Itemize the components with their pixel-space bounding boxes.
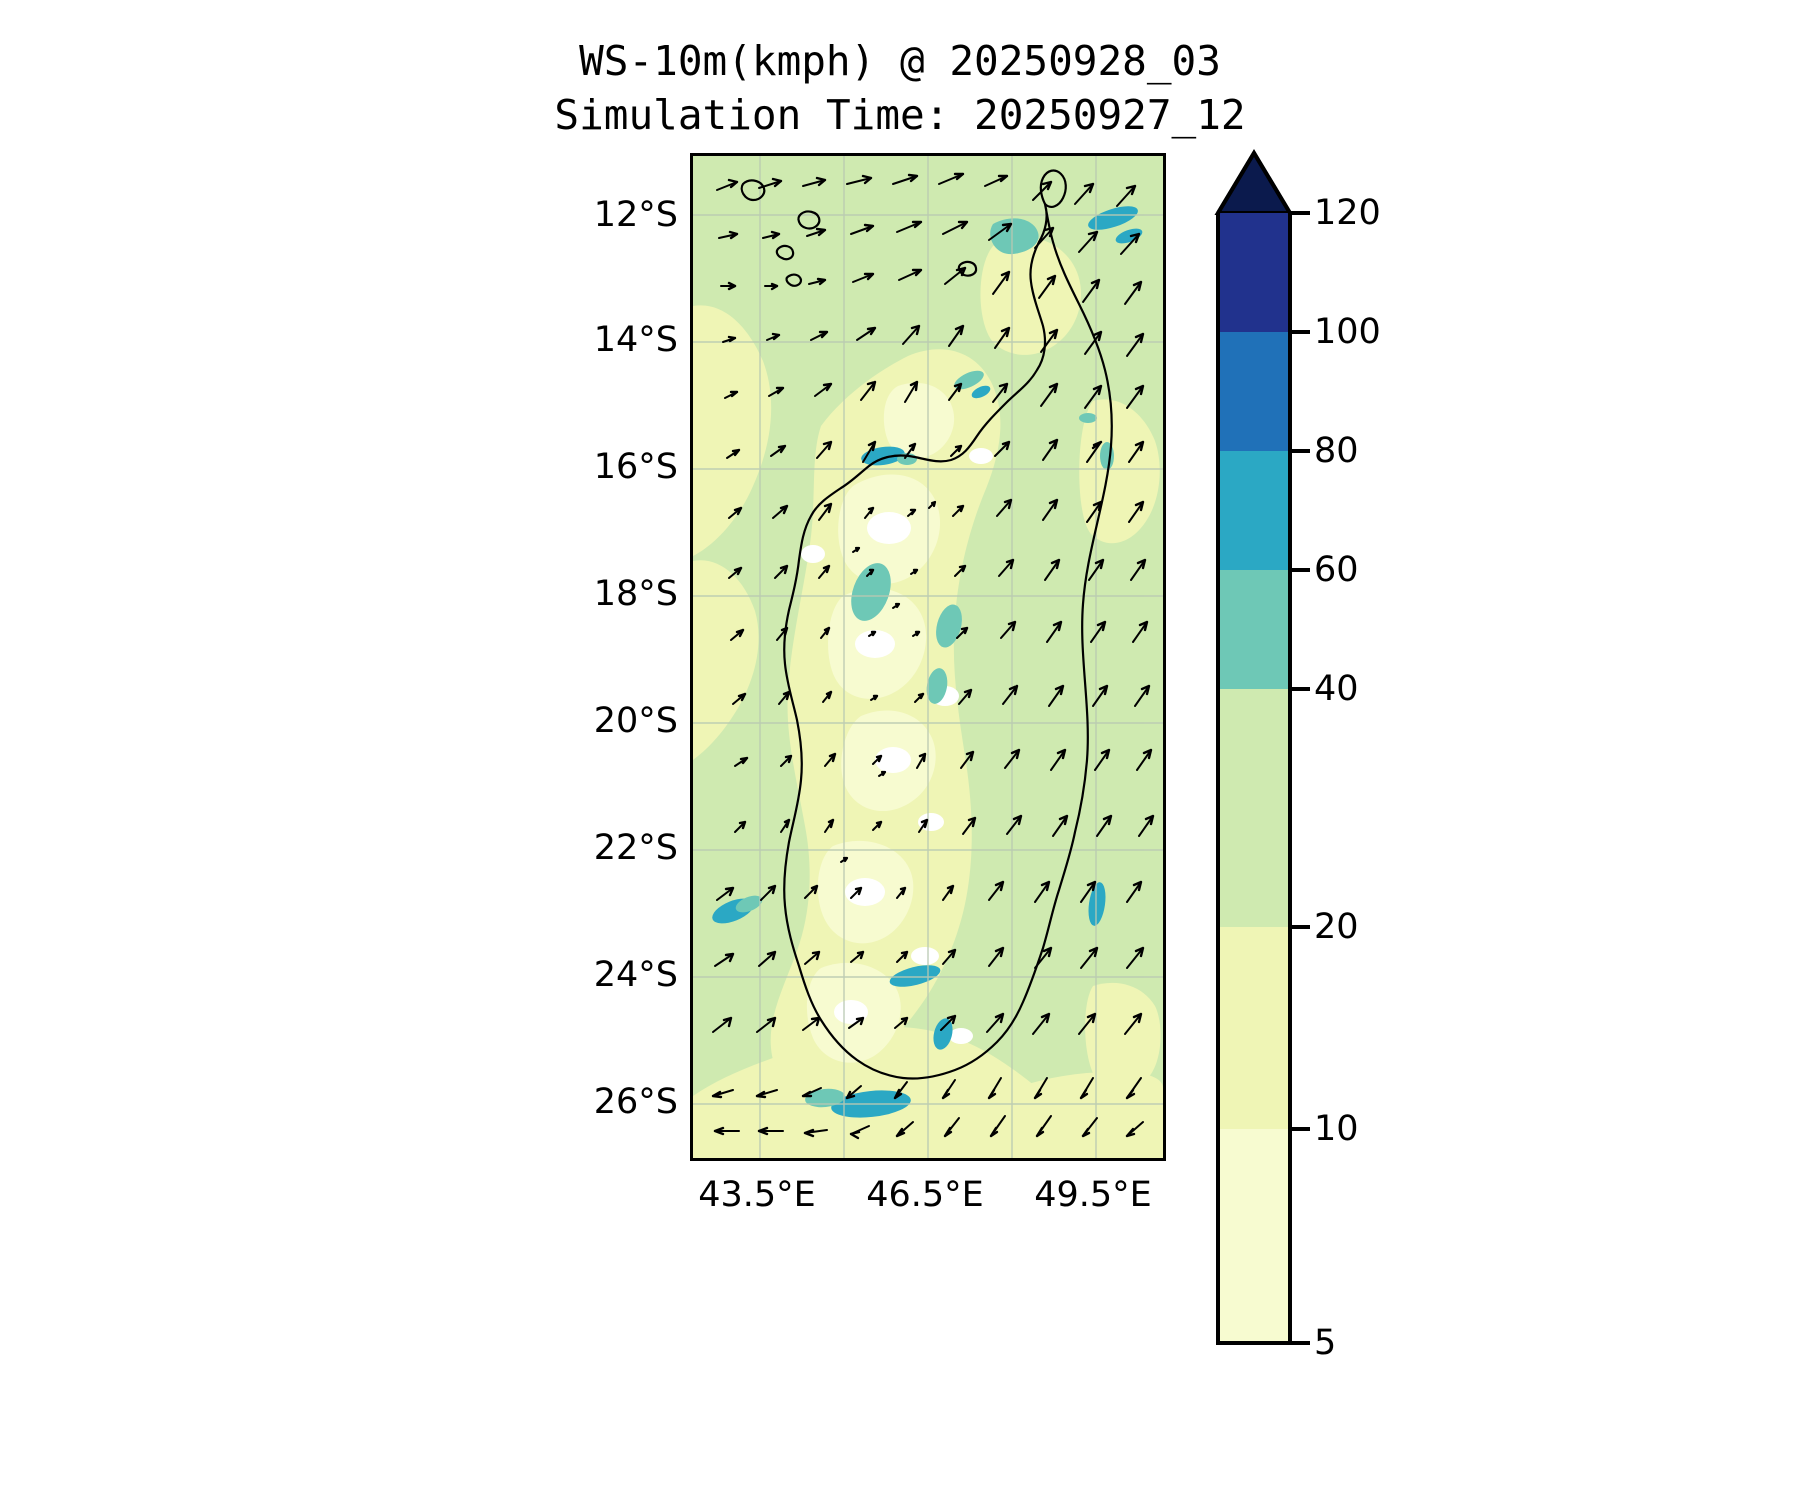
colorbar-band-40-60	[1218, 570, 1290, 689]
y-tick-label: 12°S	[593, 195, 678, 235]
figure-title: WS-10m(kmph) @ 20250928_03 Simulation Ti…	[0, 34, 1800, 142]
map-canvas	[693, 156, 1163, 1158]
map-plot-area[interactable]	[690, 153, 1166, 1161]
colorbar-band-20-40	[1218, 689, 1290, 927]
y-tick-label: 24°S	[593, 955, 678, 995]
colorbar-svg	[1214, 149, 1310, 1345]
x-tick-label: 43.5°E	[698, 1175, 816, 1215]
colorbar-tick-label: 5	[1314, 1323, 1337, 1363]
y-tick-label: 20°S	[593, 701, 678, 741]
colorbar-band-60-80	[1218, 451, 1290, 570]
colorbar-tick-label: 40	[1314, 669, 1359, 709]
y-tick-label: 18°S	[593, 574, 678, 614]
y-tick-label: 14°S	[593, 320, 678, 360]
colorbar-tick-label: 120	[1314, 193, 1381, 233]
y-tick-label: 22°S	[593, 828, 678, 868]
colorbar-tick-label: 100	[1314, 312, 1381, 352]
colorbar-tick-label: 80	[1314, 431, 1359, 471]
colorbar[interactable]: 120 100 80 60 40 20 10 5	[1210, 140, 1540, 1370]
colorbar-tick-label: 20	[1314, 907, 1359, 947]
colorbar-band-10-20	[1218, 927, 1290, 1129]
title-line-1: WS-10m(kmph) @ 20250928_03	[579, 37, 1221, 85]
colorbar-band-100-120	[1218, 213, 1290, 332]
x-tick-label: 49.5°E	[1034, 1175, 1152, 1215]
colorbar-tick-label: 10	[1314, 1109, 1359, 1149]
y-tick-label: 16°S	[593, 447, 678, 487]
wind-speed-contour-map	[693, 156, 1163, 1158]
colorbar-tick-label: 60	[1314, 550, 1359, 590]
wind-vector-arrows	[711, 172, 1155, 1140]
y-tick-label: 26°S	[593, 1082, 678, 1122]
colorbar-band-5-10	[1218, 1129, 1290, 1343]
title-line-2: Simulation Time: 20250927_12	[554, 91, 1246, 139]
colorbar-band-80-100	[1218, 332, 1290, 451]
x-tick-label: 46.5°E	[866, 1175, 984, 1215]
colorbar-extend-arrow	[1214, 149, 1294, 215]
